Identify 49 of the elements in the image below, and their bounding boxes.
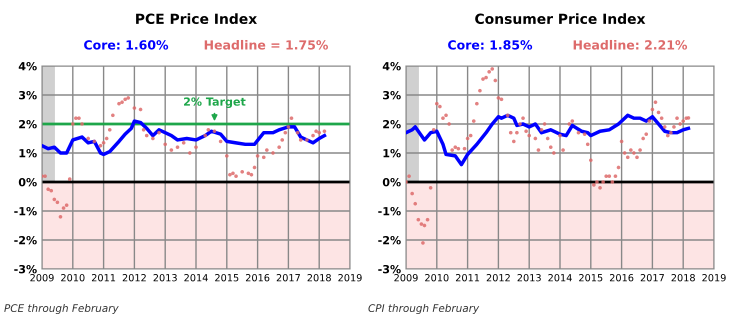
y-tick-label: 2%: [19, 120, 37, 128]
text: CPI through February: [368, 304, 480, 314]
y-tick-label: 1%: [384, 148, 401, 158]
y-tick-label: 3%: [383, 90, 401, 100]
y-tick-label: -1%: [378, 206, 401, 216]
y-tick-label: 4%: [382, 62, 401, 70]
text: Headline = 1.75%: [204, 40, 328, 50]
y-tick-label: -2%: [378, 236, 401, 244]
y-tick-label: 2%: [383, 120, 401, 128]
x-tick-label: 2013: [518, 274, 541, 282]
x-tick-label: 2014: [184, 274, 208, 282]
y-tick-label: 3%: [19, 90, 37, 100]
y-tick-label: 1%: [20, 148, 37, 158]
text: PCE through February: [4, 304, 119, 314]
x-tick-label: 2010: [425, 274, 449, 282]
x-tick-label: 2012: [486, 274, 510, 282]
x-tick-label: 2010: [61, 274, 85, 282]
line-series: [406, 114, 690, 166]
x-tick-label: 2009: [30, 274, 54, 282]
x-tick-label: 2016: [610, 274, 634, 282]
y-tick-label: 0%: [382, 178, 401, 186]
y-tick-label: -1%: [14, 206, 37, 216]
x-tick-label: 2017: [640, 274, 664, 282]
y-tick-label: -3%: [378, 264, 401, 274]
x-tick-label: 2019: [338, 274, 362, 282]
x-tick-label: 2018: [672, 274, 695, 282]
line-series: [42, 119, 326, 156]
chart-title: PCE Price Index: [136, 13, 257, 24]
text: Core: 1.60%: [84, 40, 168, 50]
x-tick-label: 2009: [394, 274, 418, 282]
text: Headline: 2.21%: [574, 40, 688, 50]
x-tick-label: 2014: [548, 274, 572, 282]
y-tick-label: 0%: [18, 178, 37, 186]
x-tick-label: 2019: [702, 274, 726, 282]
text: Core: 1.85%: [448, 40, 532, 50]
x-tick-label: 2011: [92, 274, 116, 282]
x-tick-label: 2017: [276, 274, 300, 282]
x-tick-label: 2012: [122, 274, 146, 282]
x-tick-label: 2016: [246, 274, 270, 282]
x-tick-label: 2018: [308, 274, 331, 282]
x-tick-label: 2015: [579, 274, 602, 282]
x-tick-label: 2011: [456, 274, 480, 282]
chart-title: Consumer Price Index: [475, 13, 646, 24]
y-tick-label: -2%: [14, 236, 37, 244]
x-tick-label: 2015: [215, 274, 238, 282]
y-tick-label: 4%: [18, 62, 37, 70]
y-tick-label: -3%: [14, 264, 37, 274]
x-tick-label: 2013: [154, 274, 177, 282]
ref-line-label: 2% Target: [184, 97, 246, 108]
